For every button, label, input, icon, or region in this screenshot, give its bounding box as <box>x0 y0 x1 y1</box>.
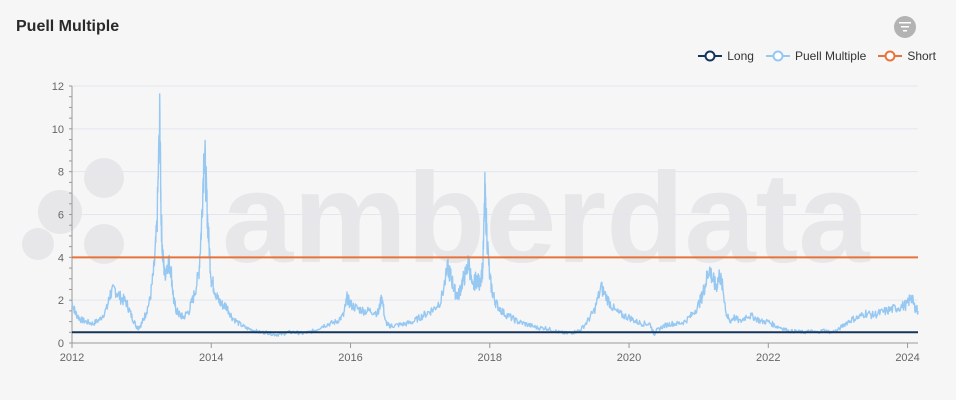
x-tick-label: 2020 <box>617 352 641 364</box>
y-tick-label: 2 <box>58 295 64 307</box>
legend-label-puell: Puell Multiple <box>794 49 867 63</box>
y-tick-label: 10 <box>52 124 64 136</box>
y-tick-label: 8 <box>58 167 64 179</box>
x-tick-label: 2014 <box>199 352 223 364</box>
legend-label-long: Long <box>727 49 754 63</box>
x-tick-label: 2018 <box>478 352 502 364</box>
y-tick-label: 4 <box>58 252 64 264</box>
legend-item-puell[interactable]: Puell Multiple <box>765 49 867 63</box>
filter-button[interactable] <box>894 16 916 38</box>
legend-item-long[interactable]: Long <box>698 49 754 63</box>
chart-title: Puell Multiple <box>16 18 120 35</box>
watermark-text: amberdata <box>222 147 870 290</box>
legend: Long Puell Multiple Short <box>698 49 936 63</box>
filter-icon <box>899 22 911 32</box>
legend-short-marker <box>878 50 903 62</box>
x-tick-label: 2022 <box>756 352 780 364</box>
x-tick-label: 2016 <box>338 352 362 364</box>
series-line-puell-multiple <box>71 93 919 337</box>
watermark: amberdata <box>22 147 870 290</box>
x-tick-label: 2024 <box>895 352 919 364</box>
y-tick-label: 12 <box>52 81 64 93</box>
y-tick-label: 6 <box>58 210 64 222</box>
y-tick-label: 0 <box>58 338 64 350</box>
legend-puell-marker <box>765 50 790 62</box>
x-tick-label: 2012 <box>60 352 84 364</box>
legend-long-marker <box>698 50 723 62</box>
legend-item-short[interactable]: Short <box>878 49 936 63</box>
legend-label-short: Short <box>907 49 936 63</box>
